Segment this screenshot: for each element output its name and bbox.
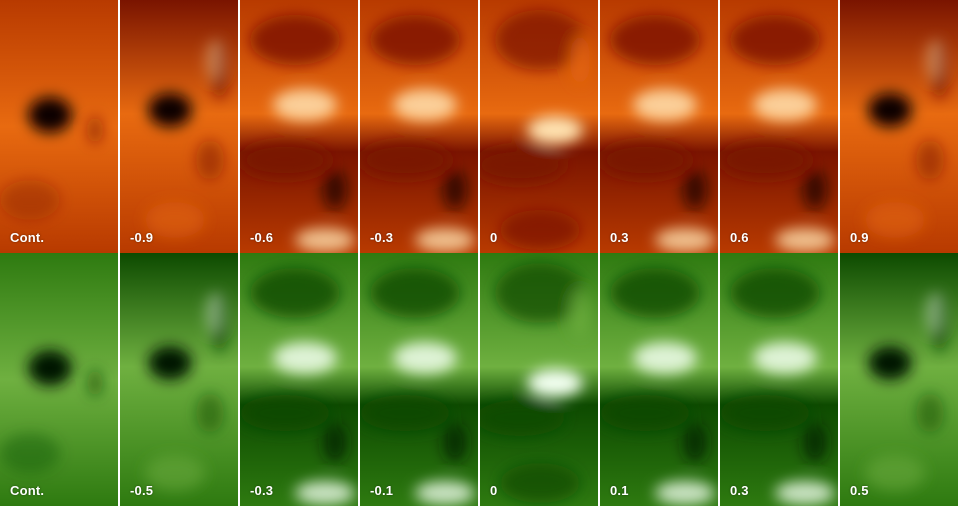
panel-image-bottom-7 (840, 253, 958, 506)
image-panel-bottom-0: Cont. (0, 253, 118, 506)
panel-image-top-5 (600, 0, 718, 253)
panel-image-top-2 (240, 0, 358, 253)
panel-image-top-3 (360, 0, 478, 253)
panel-image-bottom-2 (240, 253, 358, 506)
panel-image-top-1 (120, 0, 238, 253)
panel-image-top-7 (840, 0, 958, 253)
image-panel-top-7: 0.9 (840, 0, 958, 253)
panel-label: 0 (490, 230, 498, 245)
panel-image-bottom-6 (720, 253, 838, 506)
image-panel-bottom-5: 0.1 (600, 253, 718, 506)
panel-image-bottom-5 (600, 253, 718, 506)
panel-image-top-6 (720, 0, 838, 253)
image-panel-bottom-4: 0 (480, 253, 598, 506)
panel-label: -0.5 (130, 483, 154, 498)
image-panel-top-2: -0.6 (240, 0, 358, 253)
panel-label: 0.3 (610, 230, 629, 245)
image-panel-top-0: Cont. (0, 0, 118, 253)
panel-label: 0 (490, 483, 498, 498)
bottom-row-green-line: Cont. -0.5 -0.3 -0.1 0 0.1 0.3 0.5 (0, 253, 960, 506)
panel-image-bottom-3 (360, 253, 478, 506)
image-panel-bottom-1: -0.5 (120, 253, 238, 506)
panel-label: -0.3 (250, 483, 274, 498)
panel-image-bottom-0 (0, 253, 118, 506)
panel-label: Cont. (10, 483, 45, 498)
image-panel-top-3: -0.3 (360, 0, 478, 253)
top-row-red-line: Cont. -0.9 -0.6 -0.3 0 0.3 0.6 0.9 (0, 0, 958, 253)
panel-label: 0.5 (850, 483, 869, 498)
image-panel-bottom-3: -0.1 (360, 253, 478, 506)
panel-image-bottom-4 (480, 253, 598, 506)
panel-image-bottom-1 (120, 253, 238, 506)
panel-label: Cont. (10, 230, 45, 245)
image-panel-top-4: 0 (480, 0, 598, 253)
image-panel-bottom-7: 0.5 (840, 253, 958, 506)
panel-label: -0.1 (370, 483, 394, 498)
image-panel-bottom-2: -0.3 (240, 253, 358, 506)
panel-label: -0.6 (250, 230, 274, 245)
image-panel-bottom-6: 0.3 (720, 253, 838, 506)
panel-label: -0.3 (370, 230, 394, 245)
panel-label: -0.9 (130, 230, 154, 245)
panel-image-top-0 (0, 0, 118, 253)
panel-image-top-4 (480, 0, 598, 253)
image-panel-top-6: 0.6 (720, 0, 838, 253)
image-panel-top-5: 0.3 (600, 0, 718, 253)
panel-label: 0.1 (610, 483, 629, 498)
panel-label: 0.6 (730, 230, 749, 245)
panel-label: 0.9 (850, 230, 869, 245)
image-panel-top-1: -0.9 (120, 0, 238, 253)
panel-label: 0.3 (730, 483, 749, 498)
